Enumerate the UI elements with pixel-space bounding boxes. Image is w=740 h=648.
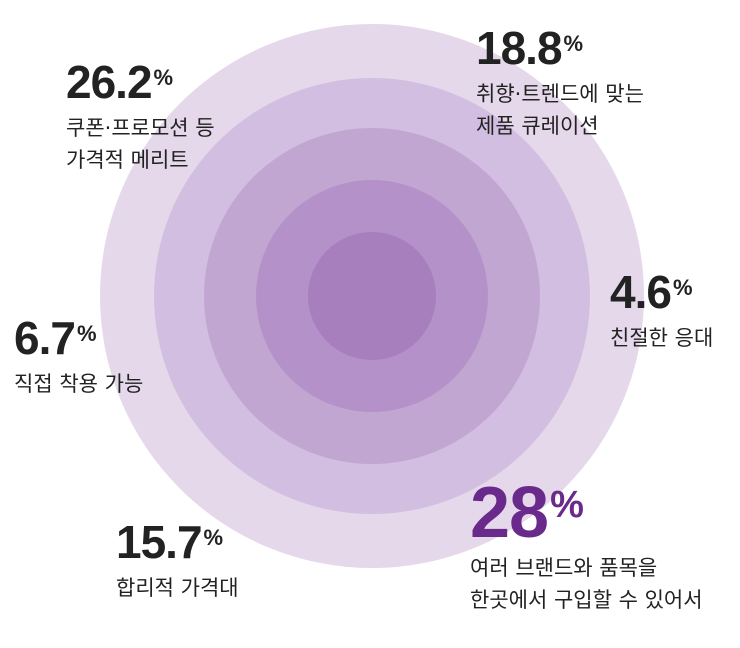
label-curation: 18.8% 취향·트렌드에 맞는 제품 큐레이션 [476,24,644,142]
label-one-stop: 28% 여러 브랜드와 품목을 한곳에서 구입할 수 있어서 [470,476,703,616]
desc-curation: 취향·트렌드에 맞는 제품 큐레이션 [476,82,644,138]
value-reasonable-price: 15.7% [116,516,223,568]
label-reasonable-price: 15.7% 합리적 가격대 [116,518,239,604]
desc-try-on: 직접 착용 가능 [14,372,144,396]
desc-price-merit: 쿠폰·프로모션 등 가격적 메리트 [66,116,215,172]
ring-5 [308,232,436,360]
label-kind-service: 4.6% 친절한 응대 [610,268,713,354]
desc-reasonable-price: 합리적 가격대 [116,576,239,600]
value-try-on: 6.7% [14,312,96,364]
value-price-merit: 26.2% [66,56,173,108]
label-price-merit: 26.2% 쿠폰·프로모션 등 가격적 메리트 [66,58,215,176]
desc-one-stop: 여러 브랜드와 품목을 한곳에서 구입할 수 있어서 [470,556,703,612]
value-curation: 18.8% [476,22,583,74]
value-one-stop: 28% [470,473,584,553]
desc-kind-service: 친절한 응대 [610,326,714,350]
value-kind-service: 4.6% [610,266,692,318]
label-try-on: 6.7% 직접 착용 가능 [14,314,143,400]
